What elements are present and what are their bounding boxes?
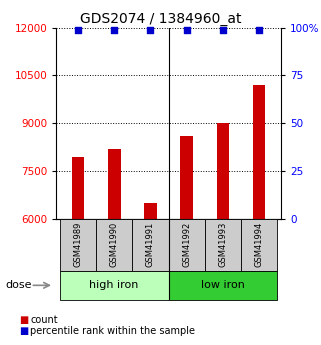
- Bar: [60, 219, 96, 271]
- Bar: [169, 271, 277, 300]
- Bar: [96, 219, 132, 271]
- Bar: [217, 123, 229, 219]
- Text: GSM41991: GSM41991: [146, 221, 155, 267]
- Text: GSM41993: GSM41993: [218, 221, 227, 267]
- Bar: [132, 219, 169, 271]
- Bar: [180, 136, 193, 219]
- Bar: [205, 219, 241, 271]
- Point: [112, 27, 117, 32]
- Bar: [108, 149, 120, 219]
- Text: GSM41994: GSM41994: [255, 221, 264, 267]
- Bar: [60, 271, 169, 300]
- Bar: [241, 219, 277, 271]
- Point: [184, 27, 189, 32]
- Text: ■: ■: [19, 315, 29, 325]
- Text: ■: ■: [19, 326, 29, 335]
- Point: [148, 27, 153, 32]
- Bar: [144, 203, 157, 219]
- Point: [256, 27, 262, 32]
- Text: GSM41990: GSM41990: [110, 221, 119, 267]
- Text: low iron: low iron: [201, 280, 245, 290]
- Bar: [169, 219, 205, 271]
- Point: [75, 27, 81, 32]
- Text: percentile rank within the sample: percentile rank within the sample: [30, 326, 195, 335]
- Bar: [253, 85, 265, 219]
- Text: GDS2074 / 1384960_at: GDS2074 / 1384960_at: [80, 12, 241, 26]
- Text: GSM41992: GSM41992: [182, 221, 191, 267]
- Text: count: count: [30, 315, 58, 325]
- Bar: [72, 157, 84, 219]
- Text: GSM41989: GSM41989: [74, 221, 82, 267]
- Text: high iron: high iron: [90, 280, 139, 290]
- Point: [220, 27, 225, 32]
- Text: dose: dose: [6, 280, 32, 290]
